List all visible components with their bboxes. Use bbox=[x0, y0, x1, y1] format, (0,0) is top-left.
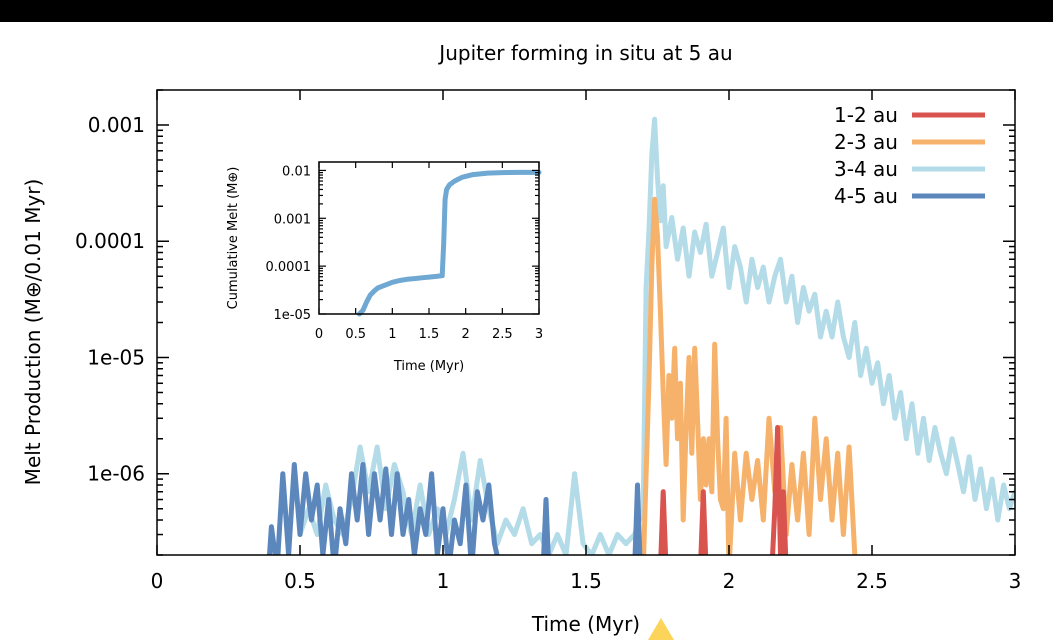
x-tick-label: 2 bbox=[723, 569, 736, 593]
series-line-1-2au bbox=[658, 425, 789, 555]
inset-x-tick-label: 0 bbox=[315, 327, 323, 342]
inset-y-tick-label: 1e-05 bbox=[273, 308, 311, 323]
inset-y-tick-label: 0.0001 bbox=[266, 260, 312, 275]
legend-label: 4-5 au bbox=[834, 184, 898, 208]
inset-x-axis-label: Time (Myr) bbox=[393, 359, 464, 374]
y-tick-label: 1e-06 bbox=[87, 462, 145, 486]
x-tick-label: 3 bbox=[1009, 569, 1022, 593]
series-line-2-3au bbox=[641, 196, 858, 555]
x-tick-label: 0 bbox=[151, 569, 164, 593]
x-tick-label: 1 bbox=[437, 569, 450, 593]
inset-y-tick-label: 0.001 bbox=[274, 212, 311, 227]
series-line-3-4au bbox=[297, 116, 1015, 555]
chart-title: Jupiter forming in situ at 5 au bbox=[437, 41, 732, 65]
inset-x-tick-label: 1.5 bbox=[419, 327, 440, 342]
y-tick-label: 1e-05 bbox=[87, 345, 145, 369]
x-tick-label: 2.5 bbox=[856, 569, 888, 593]
inset-y-axis-label: Cumulative Melt (M⊕) bbox=[226, 167, 241, 310]
inset-x-tick-label: 1 bbox=[388, 327, 396, 342]
inset-x-tick-label: 2.5 bbox=[492, 327, 513, 342]
y-tick-label: 0.0001 bbox=[75, 229, 145, 253]
melt-production-chart: Jupiter forming in situ at 5 au Melt Pro… bbox=[21, 41, 1022, 640]
series-line-4-5au bbox=[266, 462, 643, 555]
inset-x-tick-label: 2 bbox=[462, 327, 470, 342]
series-layer bbox=[266, 116, 1015, 555]
legend-label: 3-4 au bbox=[834, 157, 898, 181]
inset-plot: 0 0.5 1 1.5 2 2.5 3 1e-05 0.0001 0.001 0.01 Time (M… bbox=[226, 161, 543, 374]
inset-x-tick-label: 0.5 bbox=[345, 327, 366, 342]
legend: 1-2 au 2-3 au 3-4 au 4-5 au bbox=[834, 103, 985, 208]
y-axis-label: Melt Production (M⊕/0.01 Myr) bbox=[21, 179, 45, 486]
time-marker-triangle bbox=[648, 618, 674, 640]
legend-label: 1-2 au bbox=[834, 103, 898, 127]
legend-label: 2-3 au bbox=[834, 130, 898, 154]
main-plot: 0 0.5 1 1.5 2 2.5 3 1e-06 1e-05 0.0001 0.001 bbox=[75, 89, 1022, 593]
inset-background bbox=[319, 162, 539, 314]
inset-x-tick-label: 3 bbox=[535, 327, 543, 342]
figure-panel: Jupiter forming in situ at 5 au Melt Pro… bbox=[0, 22, 1053, 640]
x-tick-label: 1.5 bbox=[570, 569, 602, 593]
x-tick-label: 0.5 bbox=[284, 569, 316, 593]
inset-y-tick-label: 0.01 bbox=[282, 164, 311, 179]
inset-cumulative-line bbox=[356, 169, 542, 317]
x-axis-label: Time (Myr) bbox=[531, 612, 640, 636]
y-tick-label: 0.001 bbox=[88, 113, 145, 137]
